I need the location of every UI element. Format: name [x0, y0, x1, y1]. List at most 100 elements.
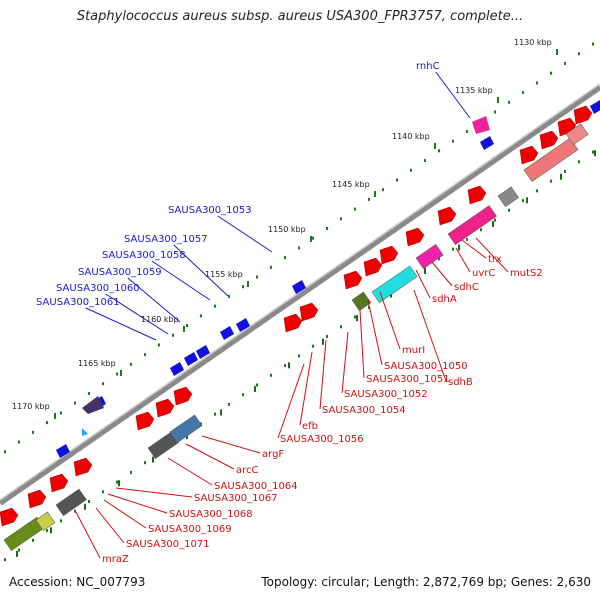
gene-arrow[interactable]: [379, 245, 399, 265]
gene-band[interactable]: [371, 265, 418, 304]
gene-arrow[interactable]: [155, 398, 175, 418]
kbp-tick-mark: [310, 236, 312, 242]
gene-band[interactable]: [55, 488, 87, 517]
gene-band[interactable]: [35, 511, 56, 532]
inner-dash: [254, 385, 256, 392]
leader-line: [217, 215, 273, 253]
leader-line: [359, 309, 365, 379]
gene-arrow-forward[interactable]: [480, 136, 494, 150]
gene-label-sausa300-1053[interactable]: SAUSA300_1053: [168, 205, 252, 216]
gene-label-muri[interactable]: murI: [402, 345, 425, 356]
gene-label-sausa300-1060[interactable]: SAUSA300_1060: [56, 283, 140, 294]
gene-arrow-forward[interactable]: [196, 345, 210, 359]
gene-arrow-forward[interactable]: [82, 396, 104, 414]
gene-arrow[interactable]: [135, 411, 155, 431]
genome-backbone: [0, 83, 600, 506]
gene-arrow-forward[interactable]: [220, 326, 234, 340]
accession-text: Accession: NC_007793: [9, 575, 146, 589]
outer-dot: [60, 411, 62, 415]
gene-arrow-forward[interactable]: [236, 318, 250, 332]
gene-label-uvrc[interactable]: uvrC: [472, 268, 495, 279]
gene-label-sausa300-1050[interactable]: SAUSA300_1050: [384, 361, 468, 372]
gene-arrow[interactable]: [519, 145, 539, 165]
outer-dot: [424, 159, 426, 163]
gene-arrow-forward[interactable]: [292, 280, 306, 294]
inner-dot: [214, 412, 216, 416]
gene-label-sausa300-1054[interactable]: SAUSA300_1054: [322, 405, 406, 416]
inner-dot: [368, 305, 370, 309]
gene-arrow-forward[interactable]: [56, 444, 70, 458]
gene-features[interactable]: [0, 100, 600, 552]
gene-label-arcc[interactable]: arcC: [236, 465, 259, 476]
gene-arrow-forward[interactable]: [170, 362, 184, 376]
gene-arrow[interactable]: [343, 270, 363, 290]
gene-band[interactable]: [415, 243, 444, 270]
inner-dot: [466, 237, 468, 241]
gene-label-sausa300-1061[interactable]: SAUSA300_1061: [36, 297, 120, 308]
gene-arrow[interactable]: [539, 130, 559, 150]
gene-arrow[interactable]: [173, 386, 193, 406]
gene-label-muts2[interactable]: mutS2: [510, 268, 543, 279]
gene-band[interactable]: [497, 186, 519, 208]
gene-arrow[interactable]: [405, 227, 425, 247]
gene-label-mraz[interactable]: mraZ: [102, 554, 129, 565]
gene-band[interactable]: [447, 205, 497, 246]
gene-label-sausa300-1064[interactable]: SAUSA300_1064: [214, 481, 298, 492]
outer-tick-dots: [4, 42, 594, 454]
gene-arrow[interactable]: [283, 313, 303, 333]
gene-label-rnhc[interactable]: rnhC: [416, 61, 440, 72]
leader-line: [75, 511, 101, 559]
inner-dot: [228, 402, 230, 406]
outer-dot: [592, 42, 594, 46]
gene-label-sausa300-1067[interactable]: SAUSA300_1067: [194, 493, 278, 504]
gene-label-sausa300-1068[interactable]: SAUSA300_1068: [169, 509, 253, 520]
inner-tick-dots: [4, 150, 596, 562]
gene-arrow[interactable]: [363, 257, 383, 277]
gene-label-sausa300-1051[interactable]: SAUSA300_1051: [366, 374, 450, 385]
gene-arrow[interactable]: [467, 185, 487, 205]
kbp-tick-label: 1155 kbp: [205, 270, 243, 279]
gene-arrow[interactable]: [437, 206, 457, 226]
gene-arrow-forward[interactable]: [184, 352, 198, 366]
gene-band[interactable]: [565, 123, 589, 146]
gene-label-efb[interactable]: efb: [302, 421, 318, 432]
gene-arrow[interactable]: [0, 507, 19, 527]
gene-label-sausa300-1059[interactable]: SAUSA300_1059: [78, 267, 162, 278]
outer-dot: [228, 294, 230, 298]
gene-arrow[interactable]: [573, 105, 593, 125]
gene-label-sdhc[interactable]: sdhC: [454, 282, 479, 293]
outer-dot: [494, 110, 496, 114]
gene-label-sdhb[interactable]: sdhB: [448, 377, 473, 388]
inner-dot: [60, 519, 62, 523]
gene-arrow[interactable]: [73, 457, 93, 477]
leader-line: [461, 239, 487, 259]
gene-band[interactable]: [169, 414, 203, 444]
gene-label-argf[interactable]: argF: [262, 449, 284, 460]
inner-dot: [130, 470, 132, 474]
gene-label-sdha[interactable]: sdhA: [432, 294, 457, 305]
gene-arrow[interactable]: [27, 489, 47, 509]
gene-label-sausa300-1071[interactable]: SAUSA300_1071: [126, 539, 210, 550]
inner-dot: [326, 334, 328, 338]
gene-label-sausa300-1056[interactable]: SAUSA300_1056: [280, 434, 364, 445]
kbp-tick-label: 1140 kbp: [392, 132, 430, 141]
gene-label-sausa300-1069[interactable]: SAUSA300_1069: [148, 524, 232, 535]
gene-label-sausa300-1057[interactable]: SAUSA300_1057: [124, 234, 208, 245]
gene-arrow[interactable]: [299, 302, 319, 322]
gene-band[interactable]: [351, 291, 372, 312]
gene-arrow-forward[interactable]: [590, 100, 600, 114]
gene-arrow-forward[interactable]: [82, 428, 88, 436]
outer-dot: [172, 333, 174, 337]
inner-dot: [494, 218, 496, 222]
leader-line: [475, 237, 509, 273]
gene-arrow-forward[interactable]: [472, 116, 490, 134]
gene-label-trx[interactable]: trx: [488, 254, 502, 265]
gene-label-sausa300-1052[interactable]: SAUSA300_1052: [344, 389, 428, 400]
gene-arrow[interactable]: [49, 473, 69, 493]
gene-label-sausa300-1058[interactable]: SAUSA300_1058: [102, 250, 186, 261]
inner-dash: [152, 456, 154, 463]
leader-line: [435, 71, 471, 119]
inner-dot: [88, 499, 90, 503]
inner-dot: [102, 490, 104, 494]
